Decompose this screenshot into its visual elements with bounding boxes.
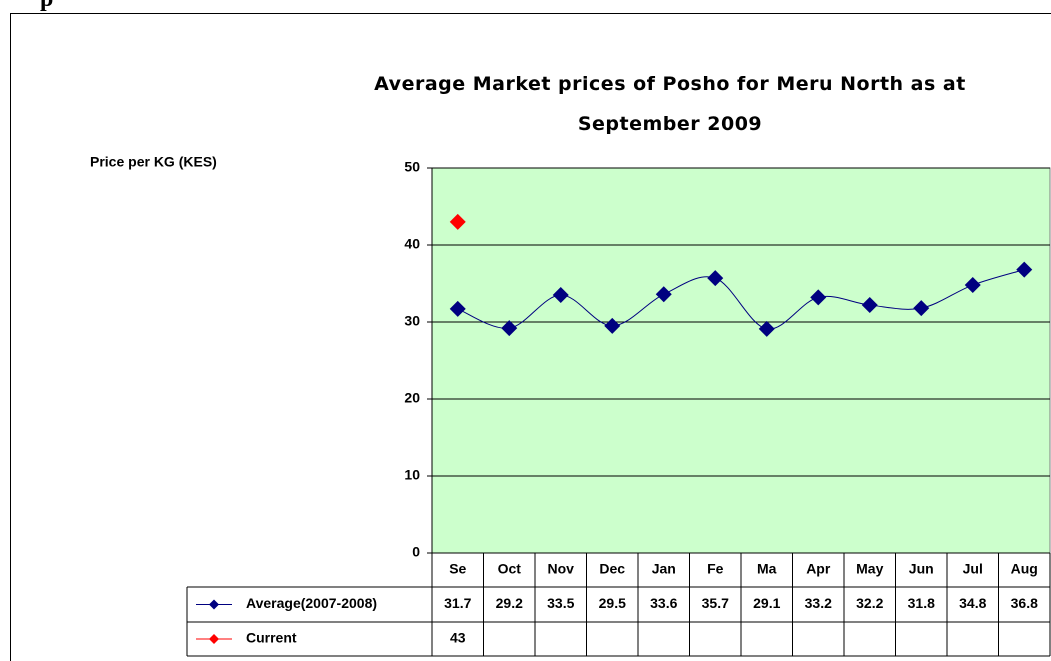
table-value: 33.5 [547,595,574,611]
x-tick-label: Fe [707,561,724,577]
table-value: 33.2 [805,595,832,611]
data-point [1016,261,1033,278]
data-point [449,213,466,230]
y-tick-label: 30 [404,313,420,329]
table-value: 43 [450,630,466,646]
chart-title: Average Market prices of Posho for Meru … [374,73,966,135]
table-value: 33.6 [650,595,677,611]
x-tick-label: Ma [757,561,777,577]
header-fragment: p [40,0,53,13]
legend-marker [209,634,219,644]
plot-area [431,167,1051,554]
data-point [707,270,724,287]
x-tick-label: Se [449,561,466,577]
x-tick-label: Apr [806,561,831,577]
y-tick-label: 40 [404,236,420,252]
table-value: 29.1 [753,595,780,611]
x-tick-label: Aug [1011,561,1038,577]
y-tick-label: 50 [404,159,420,175]
y-axis-label: Price per KG (KES) [90,154,217,170]
data-point [449,300,466,317]
x-tick-label: Dec [599,561,625,577]
table-value: 35.7 [702,595,729,611]
legend-label: Average(2007-2008) [246,595,377,611]
data-point [501,320,518,337]
x-tick-label: May [856,561,883,577]
data-point [758,320,775,337]
legend-marker [209,599,219,610]
data-point [810,289,827,306]
data-point [913,300,930,317]
chart-frame [10,13,1051,661]
table-value: 32.2 [856,595,883,611]
table-value: 31.7 [444,595,471,611]
table-value: 29.5 [599,595,626,611]
y-tick-label: 0 [412,544,420,560]
x-tick-label: Nov [548,561,575,577]
table-value: 31.8 [908,595,935,611]
y-tick-label: 10 [404,467,420,483]
legend-label: Current [246,630,297,646]
table-value: 34.8 [959,595,986,611]
data-point [552,287,569,304]
x-tick-label: Oct [498,561,522,577]
data-point [655,286,672,303]
x-tick-label: Jul [963,561,983,577]
data-point [964,277,981,294]
data-point [861,297,878,314]
x-tick-label: Jun [909,561,934,577]
table-value: 29.2 [496,595,523,611]
y-tick-label: 20 [404,390,420,406]
data-point [604,317,621,334]
x-tick-label: Jan [652,561,676,577]
table-value: 36.8 [1011,595,1038,611]
